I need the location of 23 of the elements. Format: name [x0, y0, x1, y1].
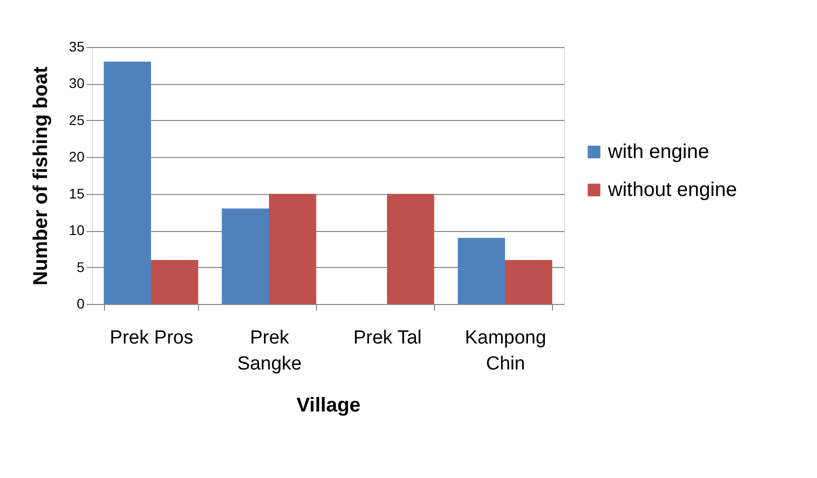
x-tick-label: Prek Pros	[110, 328, 194, 348]
bar	[505, 260, 552, 304]
bar	[222, 208, 269, 304]
y-tick-label: 35	[68, 38, 85, 54]
y-tick-label: 0	[76, 296, 85, 312]
y-tick-label: 10	[68, 222, 85, 238]
x-tick-label: Kampong Chin	[464, 328, 546, 374]
y-tick-label: 15	[68, 185, 85, 202]
bar	[387, 194, 434, 304]
y-tick-label: 25	[68, 112, 85, 128]
y-tick-label: 5	[76, 258, 85, 275]
x-tick-label: Prek Sangke	[237, 328, 302, 374]
bar	[104, 62, 151, 304]
bar	[151, 260, 198, 304]
bar	[269, 194, 316, 304]
x-axis-title: Village	[296, 394, 361, 416]
bar	[458, 238, 505, 304]
y-tick-label: 30	[68, 75, 85, 92]
legend-label: with engine	[607, 141, 710, 163]
y-tick-label: 20	[68, 148, 85, 165]
legend-label: without engine	[607, 179, 737, 201]
y-axis-title: Number of fishing boat	[30, 66, 52, 286]
x-tick-label: Prek Tal	[353, 328, 422, 348]
